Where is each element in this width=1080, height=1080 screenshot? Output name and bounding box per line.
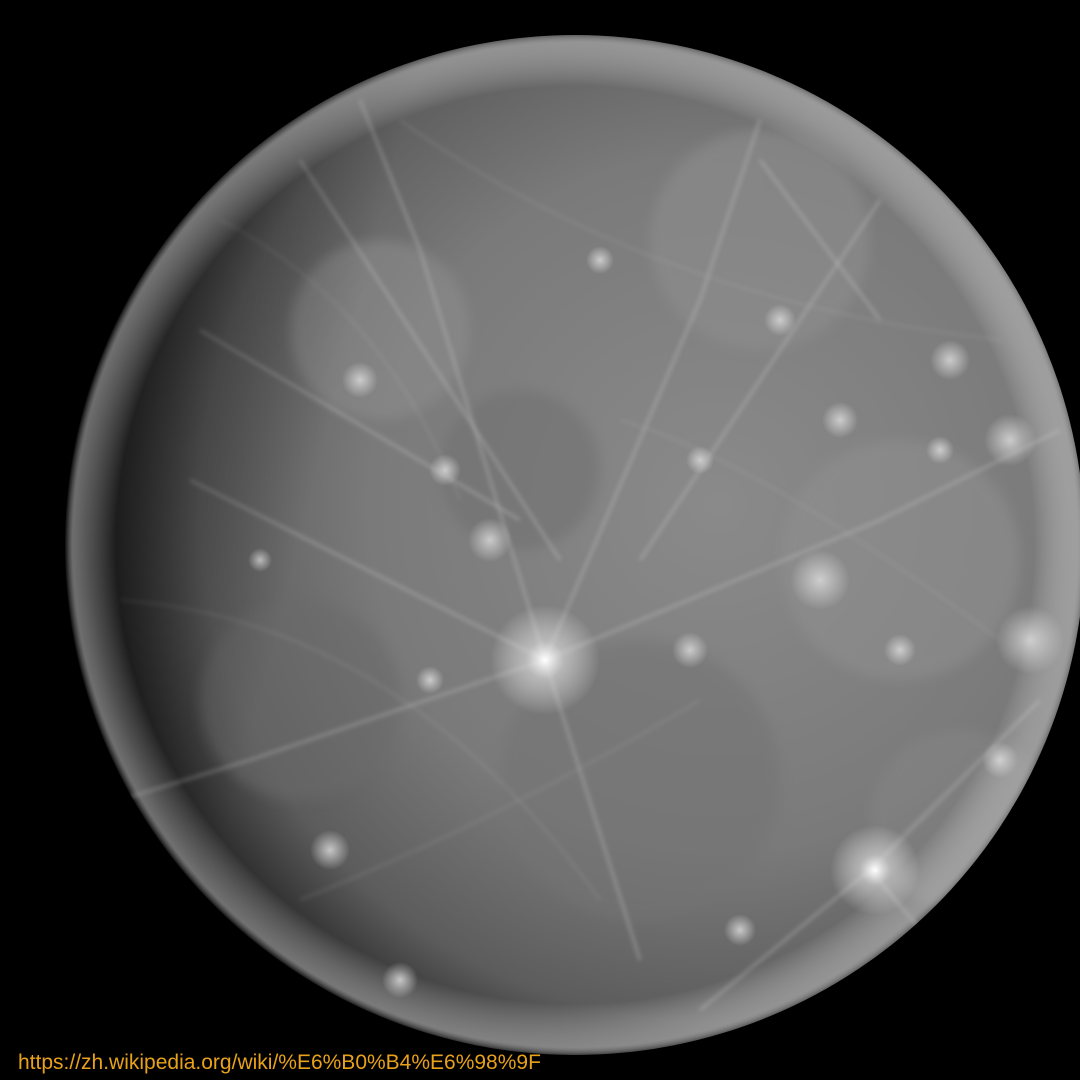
source-url-caption[interactable]: https://zh.wikipedia.org/wiki/%E6%B0%B4%…	[18, 1051, 541, 1074]
